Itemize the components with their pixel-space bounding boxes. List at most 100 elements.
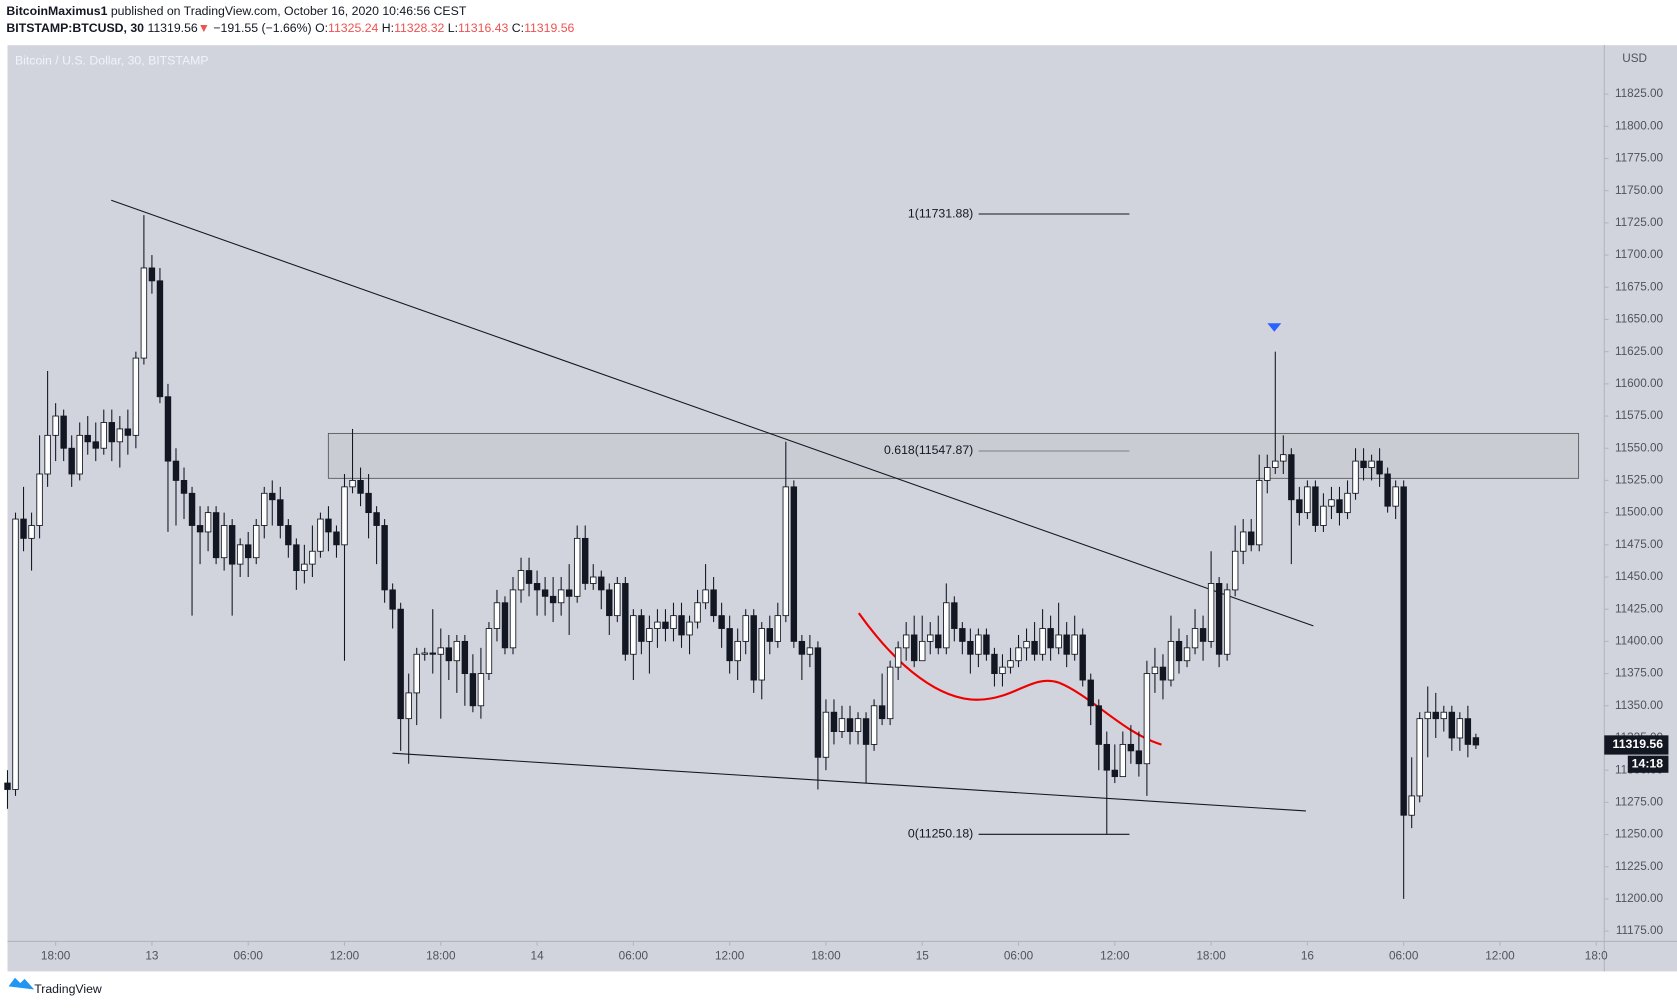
candle-body (1392, 486, 1399, 507)
candle-body (991, 653, 998, 675)
candle-body (678, 615, 685, 636)
candle-body (557, 589, 565, 604)
candle-body (1288, 454, 1295, 501)
x-tick-label: 12:00 (1100, 950, 1130, 963)
header-line-1: BitcoinMaximus1 published on TradingView… (6, 4, 466, 18)
candle-body (4, 782, 11, 790)
y-tick-label: 11200.00 (1615, 892, 1664, 905)
candle-body (1231, 550, 1239, 591)
candle-body (180, 479, 188, 494)
candle-body (790, 486, 798, 642)
candle-body (1111, 769, 1119, 778)
candle-body (742, 615, 749, 642)
candle-body (301, 563, 308, 571)
candle-body (886, 666, 894, 720)
candle-body (1280, 454, 1287, 462)
candle-body (493, 602, 501, 629)
countdown: 14:18 (1632, 756, 1664, 770)
candle-body (413, 653, 420, 694)
candle-body (1167, 640, 1175, 681)
candle-body (1376, 460, 1383, 475)
candle-body (285, 525, 292, 546)
candle-body (293, 544, 300, 571)
candle-body (1159, 666, 1167, 681)
candle-body (582, 537, 589, 584)
candle-body (389, 589, 396, 610)
candle-body (766, 628, 773, 642)
candle-body (1408, 795, 1415, 816)
candle-body (100, 422, 107, 449)
candle-body (702, 589, 709, 604)
candle-body (309, 550, 316, 565)
candle-body (1087, 679, 1094, 707)
candle-body (188, 492, 196, 526)
candle-body (236, 544, 244, 565)
candle-body (870, 705, 878, 745)
candle-body (269, 492, 276, 501)
candle-body (1312, 486, 1319, 526)
candle-body (12, 518, 19, 790)
h: 11328.32 (394, 21, 444, 35)
candle-body (822, 711, 830, 758)
candle-body (1400, 486, 1407, 816)
x-tick-label: 12:00 (715, 950, 745, 963)
candle-body (28, 525, 35, 539)
y-tick-label: 11675.00 (1615, 280, 1664, 293)
candle-body (317, 518, 324, 552)
candle-body (1456, 718, 1464, 739)
x-tick-label: 12:00 (330, 950, 360, 963)
candle-body (84, 434, 91, 443)
x-tick-label: 18:0 (1585, 950, 1608, 963)
candle-body (750, 615, 757, 681)
y-tick-label: 11250.00 (1615, 828, 1664, 841)
x-tick-label: 18:00 (1196, 950, 1226, 963)
candle-body (1368, 460, 1375, 468)
candles (4, 215, 1480, 899)
candle-body (212, 512, 220, 559)
candle-body (1023, 640, 1030, 649)
candle-body (60, 415, 67, 449)
candle-body (606, 589, 613, 617)
candle-body (1127, 743, 1135, 752)
candle-body (1095, 705, 1102, 745)
candle-body (670, 615, 677, 629)
candle-body (983, 634, 990, 655)
candle-body (943, 602, 950, 649)
x-tick-label: 14 (531, 950, 545, 963)
candle-body (1360, 460, 1367, 468)
fib-label: 1(11731.88) (908, 206, 973, 220)
resistance-zone (327, 432, 1580, 479)
candle-body (1344, 492, 1351, 514)
candle-body (429, 652, 436, 655)
candle-body (1191, 628, 1199, 649)
candle-body (253, 525, 260, 559)
candle-body (774, 615, 782, 642)
candle-body (341, 486, 348, 546)
brand: TradingView (34, 982, 102, 996)
y-tick-label: 11600.00 (1615, 377, 1664, 390)
candle-body (261, 492, 268, 526)
candle-body (1039, 628, 1046, 655)
candle-body (1440, 711, 1448, 720)
x-tick-label: 15 (916, 950, 930, 963)
candle-body (140, 267, 148, 359)
candle-body (421, 652, 428, 655)
y-tick-label: 11825.00 (1615, 87, 1664, 100)
candle-body (92, 441, 99, 449)
x-tick-label: 18:00 (426, 950, 456, 963)
candle-body (1264, 467, 1271, 481)
candle-body (951, 602, 958, 629)
candle-body (132, 357, 140, 436)
candle-body (565, 589, 573, 597)
candle-body (726, 628, 733, 662)
candle-body (68, 447, 75, 475)
candle-body (445, 647, 453, 662)
candle-body (967, 640, 974, 655)
l: 11316.43 (458, 21, 508, 35)
candle-body (76, 434, 83, 475)
header-line-2: BITSTAMP:BTCUSD, 30 11319.56▼ −191.55 (−… (6, 21, 574, 35)
candle-body (365, 492, 372, 514)
y-tick-label: 11525.00 (1615, 474, 1664, 487)
candle-body (164, 396, 172, 462)
candle-body (1328, 499, 1335, 507)
